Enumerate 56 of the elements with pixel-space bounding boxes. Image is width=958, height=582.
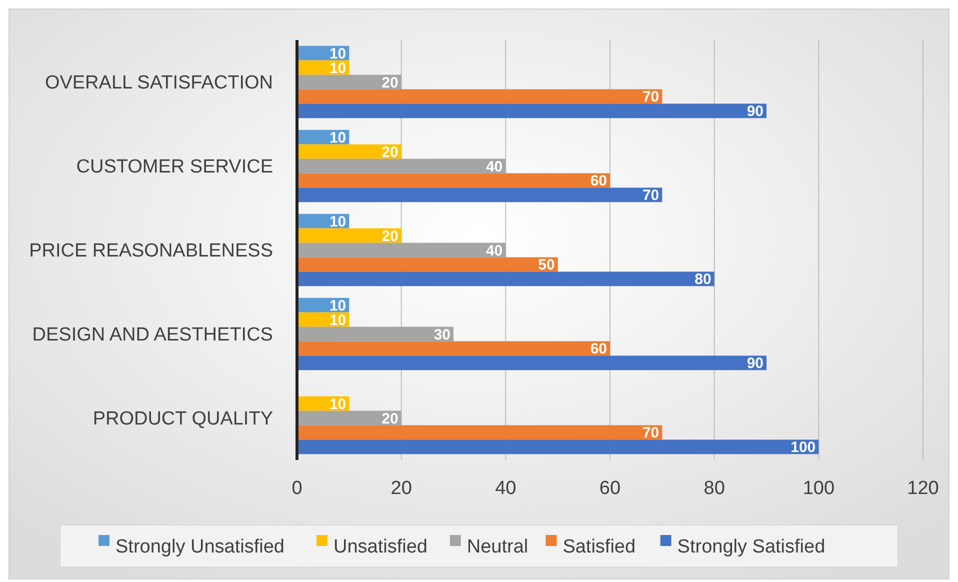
data-label: 10 <box>329 60 346 77</box>
data-label: 20 <box>382 144 398 161</box>
x-tick-label: 120 <box>907 478 939 499</box>
data-label: 100 <box>790 439 816 456</box>
data-label: 20 <box>382 410 398 428</box>
bar <box>297 326 454 342</box>
legend-label: Strongly Unsatisfied <box>116 536 284 558</box>
bar <box>297 257 558 272</box>
data-label: 70 <box>642 187 660 204</box>
y-tick-label: CUSTOMER SERVICE <box>76 156 273 178</box>
x-tick-label: 0 <box>292 478 302 499</box>
bar <box>297 425 662 440</box>
data-label: 90 <box>746 103 764 120</box>
data-label: 10 <box>329 297 346 314</box>
data-label: 80 <box>694 271 712 288</box>
data-label: 60 <box>590 172 607 190</box>
x-tick-label: 80 <box>704 478 725 499</box>
legend-label: Unsatisfied <box>334 536 428 558</box>
data-label: 90 <box>746 355 764 372</box>
bar <box>297 272 714 286</box>
data-label: 40 <box>486 242 503 260</box>
bar <box>297 228 402 243</box>
legend-label: Neutral <box>466 536 528 558</box>
legend-label: Satisfied <box>562 536 636 558</box>
data-label: 10 <box>329 396 346 413</box>
data-label: 40 <box>486 158 503 176</box>
legend-label: Strongly Satisfied <box>677 536 826 558</box>
data-label: 10 <box>329 45 346 62</box>
y-tick-label: PRICE REASONABLENESS <box>29 240 273 262</box>
data-label: 20 <box>382 74 398 92</box>
x-tick-label: 60 <box>599 478 621 499</box>
y-tick-label: DESIGN AND AESTHETICS <box>32 324 273 346</box>
bar <box>297 144 402 159</box>
data-label: 30 <box>434 326 450 344</box>
bar <box>297 188 662 202</box>
data-label: 70 <box>642 424 660 442</box>
bar <box>297 356 766 370</box>
data-label: 10 <box>329 213 346 230</box>
bar <box>297 104 766 118</box>
bar <box>297 440 819 454</box>
data-label: 70 <box>642 88 660 106</box>
data-label: 10 <box>329 129 346 146</box>
bar <box>297 173 610 188</box>
y-tick-label: OVERALL SATISFACTION <box>44 72 273 94</box>
x-tick-label: 40 <box>495 478 516 499</box>
data-label: 60 <box>590 340 607 358</box>
bar <box>297 341 610 356</box>
x-tick-label: 100 <box>802 478 835 499</box>
y-tick-label: PRODUCT QUALITY <box>92 408 274 430</box>
bar <box>297 89 662 104</box>
bar <box>297 242 506 258</box>
data-label: 50 <box>538 256 555 274</box>
x-tick-label: 20 <box>390 478 412 499</box>
data-label: 20 <box>382 228 398 245</box>
bar <box>297 158 506 174</box>
data-label: 10 <box>329 312 346 329</box>
